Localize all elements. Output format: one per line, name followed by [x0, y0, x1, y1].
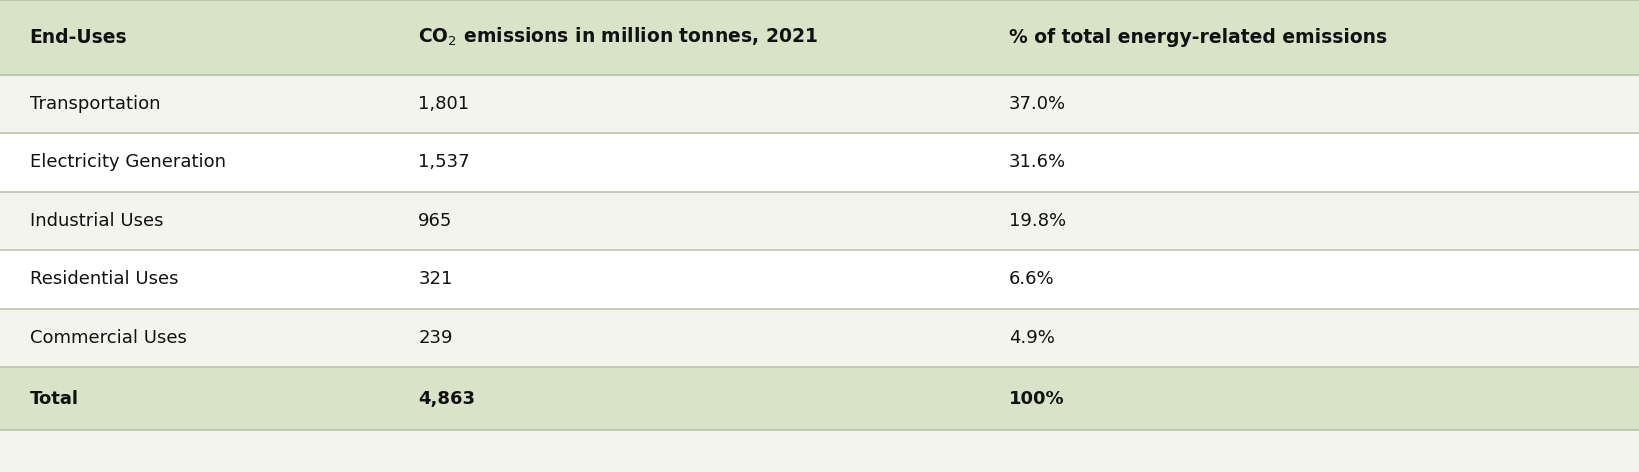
Bar	[0, 75, 1639, 133]
Bar	[0, 250, 1639, 309]
Text: 965: 965	[418, 212, 452, 230]
Bar	[0, 192, 1639, 250]
Text: Industrial Uses: Industrial Uses	[30, 212, 162, 230]
Text: 1,537: 1,537	[418, 153, 469, 171]
Bar	[0, 309, 1639, 367]
Text: 321: 321	[418, 270, 452, 288]
Text: Electricity Generation: Electricity Generation	[30, 153, 226, 171]
Bar	[0, 367, 1639, 430]
Text: 100%: 100%	[1008, 390, 1064, 408]
Text: Commercial Uses: Commercial Uses	[30, 329, 187, 347]
Text: CO$_2$ emissions in million tonnes, 2021: CO$_2$ emissions in million tonnes, 2021	[418, 26, 818, 49]
Text: 1,801: 1,801	[418, 95, 469, 113]
Text: 19.8%: 19.8%	[1008, 212, 1065, 230]
Text: Residential Uses: Residential Uses	[30, 270, 179, 288]
Text: End-Uses: End-Uses	[30, 28, 128, 47]
Text: 31.6%: 31.6%	[1008, 153, 1065, 171]
Text: 4.9%: 4.9%	[1008, 329, 1054, 347]
Text: 239: 239	[418, 329, 452, 347]
Text: % of total energy-related emissions: % of total energy-related emissions	[1008, 28, 1387, 47]
Text: 37.0%: 37.0%	[1008, 95, 1065, 113]
Text: Total: Total	[30, 390, 79, 408]
Text: Transportation: Transportation	[30, 95, 161, 113]
Text: 6.6%: 6.6%	[1008, 270, 1054, 288]
Bar	[0, 0, 1639, 75]
Text: 4,863: 4,863	[418, 390, 475, 408]
Bar	[0, 133, 1639, 192]
